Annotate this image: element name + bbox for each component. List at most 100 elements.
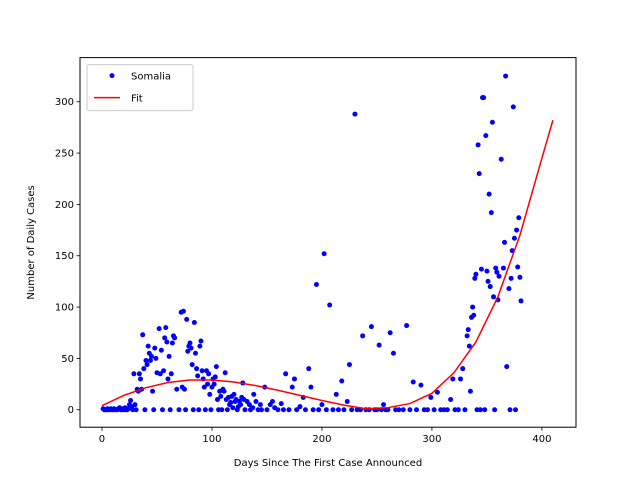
data-point — [142, 407, 148, 413]
data-point — [141, 366, 147, 372]
data-point — [491, 294, 497, 300]
data-point — [202, 407, 208, 413]
data-point — [150, 388, 156, 394]
x-tick-label: 0 — [99, 434, 105, 445]
data-point — [164, 339, 170, 345]
data-point — [344, 399, 350, 405]
data-point — [201, 384, 207, 390]
data-point — [458, 376, 464, 382]
data-point — [339, 378, 345, 384]
data-point — [500, 265, 506, 271]
data-point — [196, 407, 202, 413]
data-point — [195, 373, 201, 379]
data-point — [131, 371, 137, 377]
data-point — [137, 376, 143, 382]
data-point — [414, 407, 420, 413]
data-point — [448, 396, 454, 402]
data-point — [153, 355, 159, 361]
data-point — [133, 407, 139, 413]
data-point — [168, 371, 174, 377]
x-axis-label: Days Since The First Case Announced — [234, 458, 422, 469]
data-point — [321, 251, 327, 257]
data-point — [190, 407, 196, 413]
data-point — [513, 407, 519, 413]
data-point — [470, 304, 476, 310]
y-tick-label: 250 — [55, 149, 74, 160]
legend-label-fit: Fit — [131, 94, 143, 105]
data-point — [465, 327, 471, 333]
data-point — [507, 407, 513, 413]
y-tick-label: 150 — [55, 251, 74, 262]
data-point — [444, 407, 450, 413]
data-point — [166, 353, 172, 359]
data-point — [496, 273, 502, 279]
data-point — [431, 407, 437, 413]
data-point — [360, 333, 366, 339]
data-point — [207, 391, 213, 397]
data-point — [157, 371, 163, 377]
data-point — [477, 407, 483, 413]
data-point — [224, 407, 230, 413]
data-point — [199, 368, 205, 374]
data-point — [476, 171, 482, 177]
data-point — [472, 275, 478, 281]
data-point — [327, 302, 333, 308]
data-point — [206, 371, 212, 377]
data-point — [396, 407, 402, 413]
data-point — [242, 407, 248, 413]
data-point — [302, 407, 308, 413]
y-tick-label: 200 — [55, 200, 74, 211]
data-point — [280, 407, 286, 413]
data-point — [152, 345, 158, 351]
data-point — [183, 407, 189, 413]
data-point — [163, 325, 169, 331]
data-point — [400, 407, 406, 413]
data-point — [289, 384, 295, 390]
data-point — [162, 335, 168, 341]
data-point — [516, 215, 522, 221]
legend: Somalia Fit — [86, 64, 194, 112]
data-point — [352, 111, 358, 117]
data-point — [297, 404, 303, 410]
legend-marker-somalia — [109, 73, 115, 79]
data-point — [418, 382, 424, 388]
data-point — [487, 284, 493, 290]
data-point — [187, 340, 193, 346]
data-point — [486, 191, 492, 197]
data-point — [185, 348, 191, 354]
data-point — [159, 407, 165, 413]
data-point — [165, 376, 171, 382]
y-axis-ticks: 0 50 100 150 200 250 300 — [55, 97, 80, 416]
data-point — [251, 391, 257, 397]
y-tick-label: 50 — [61, 354, 74, 365]
data-point — [145, 343, 151, 349]
y-tick-label: 300 — [55, 97, 74, 108]
data-point — [330, 407, 336, 413]
data-point — [197, 343, 203, 349]
data-point — [198, 338, 204, 344]
data-point — [475, 142, 481, 148]
data-point — [174, 386, 180, 392]
y-tick-label: 0 — [68, 405, 74, 416]
data-point — [341, 407, 347, 413]
data-point — [136, 371, 142, 377]
data-point — [238, 402, 244, 408]
plot-marks — [100, 73, 554, 413]
data-point — [462, 407, 468, 413]
data-point — [492, 407, 498, 413]
data-point — [211, 381, 217, 387]
data-point — [214, 396, 220, 402]
data-point — [188, 345, 194, 351]
data-point — [258, 407, 264, 413]
data-point — [286, 407, 292, 413]
data-point — [308, 384, 314, 390]
data-point — [319, 402, 325, 408]
x-axis-ticks: 0 100 200 300 400 — [99, 427, 551, 445]
data-point — [253, 399, 259, 405]
data-point — [387, 330, 393, 336]
data-point — [506, 286, 512, 292]
data-point — [471, 312, 477, 318]
data-point — [503, 73, 509, 79]
data-point — [158, 347, 164, 353]
x-tick-label: 200 — [312, 434, 331, 445]
